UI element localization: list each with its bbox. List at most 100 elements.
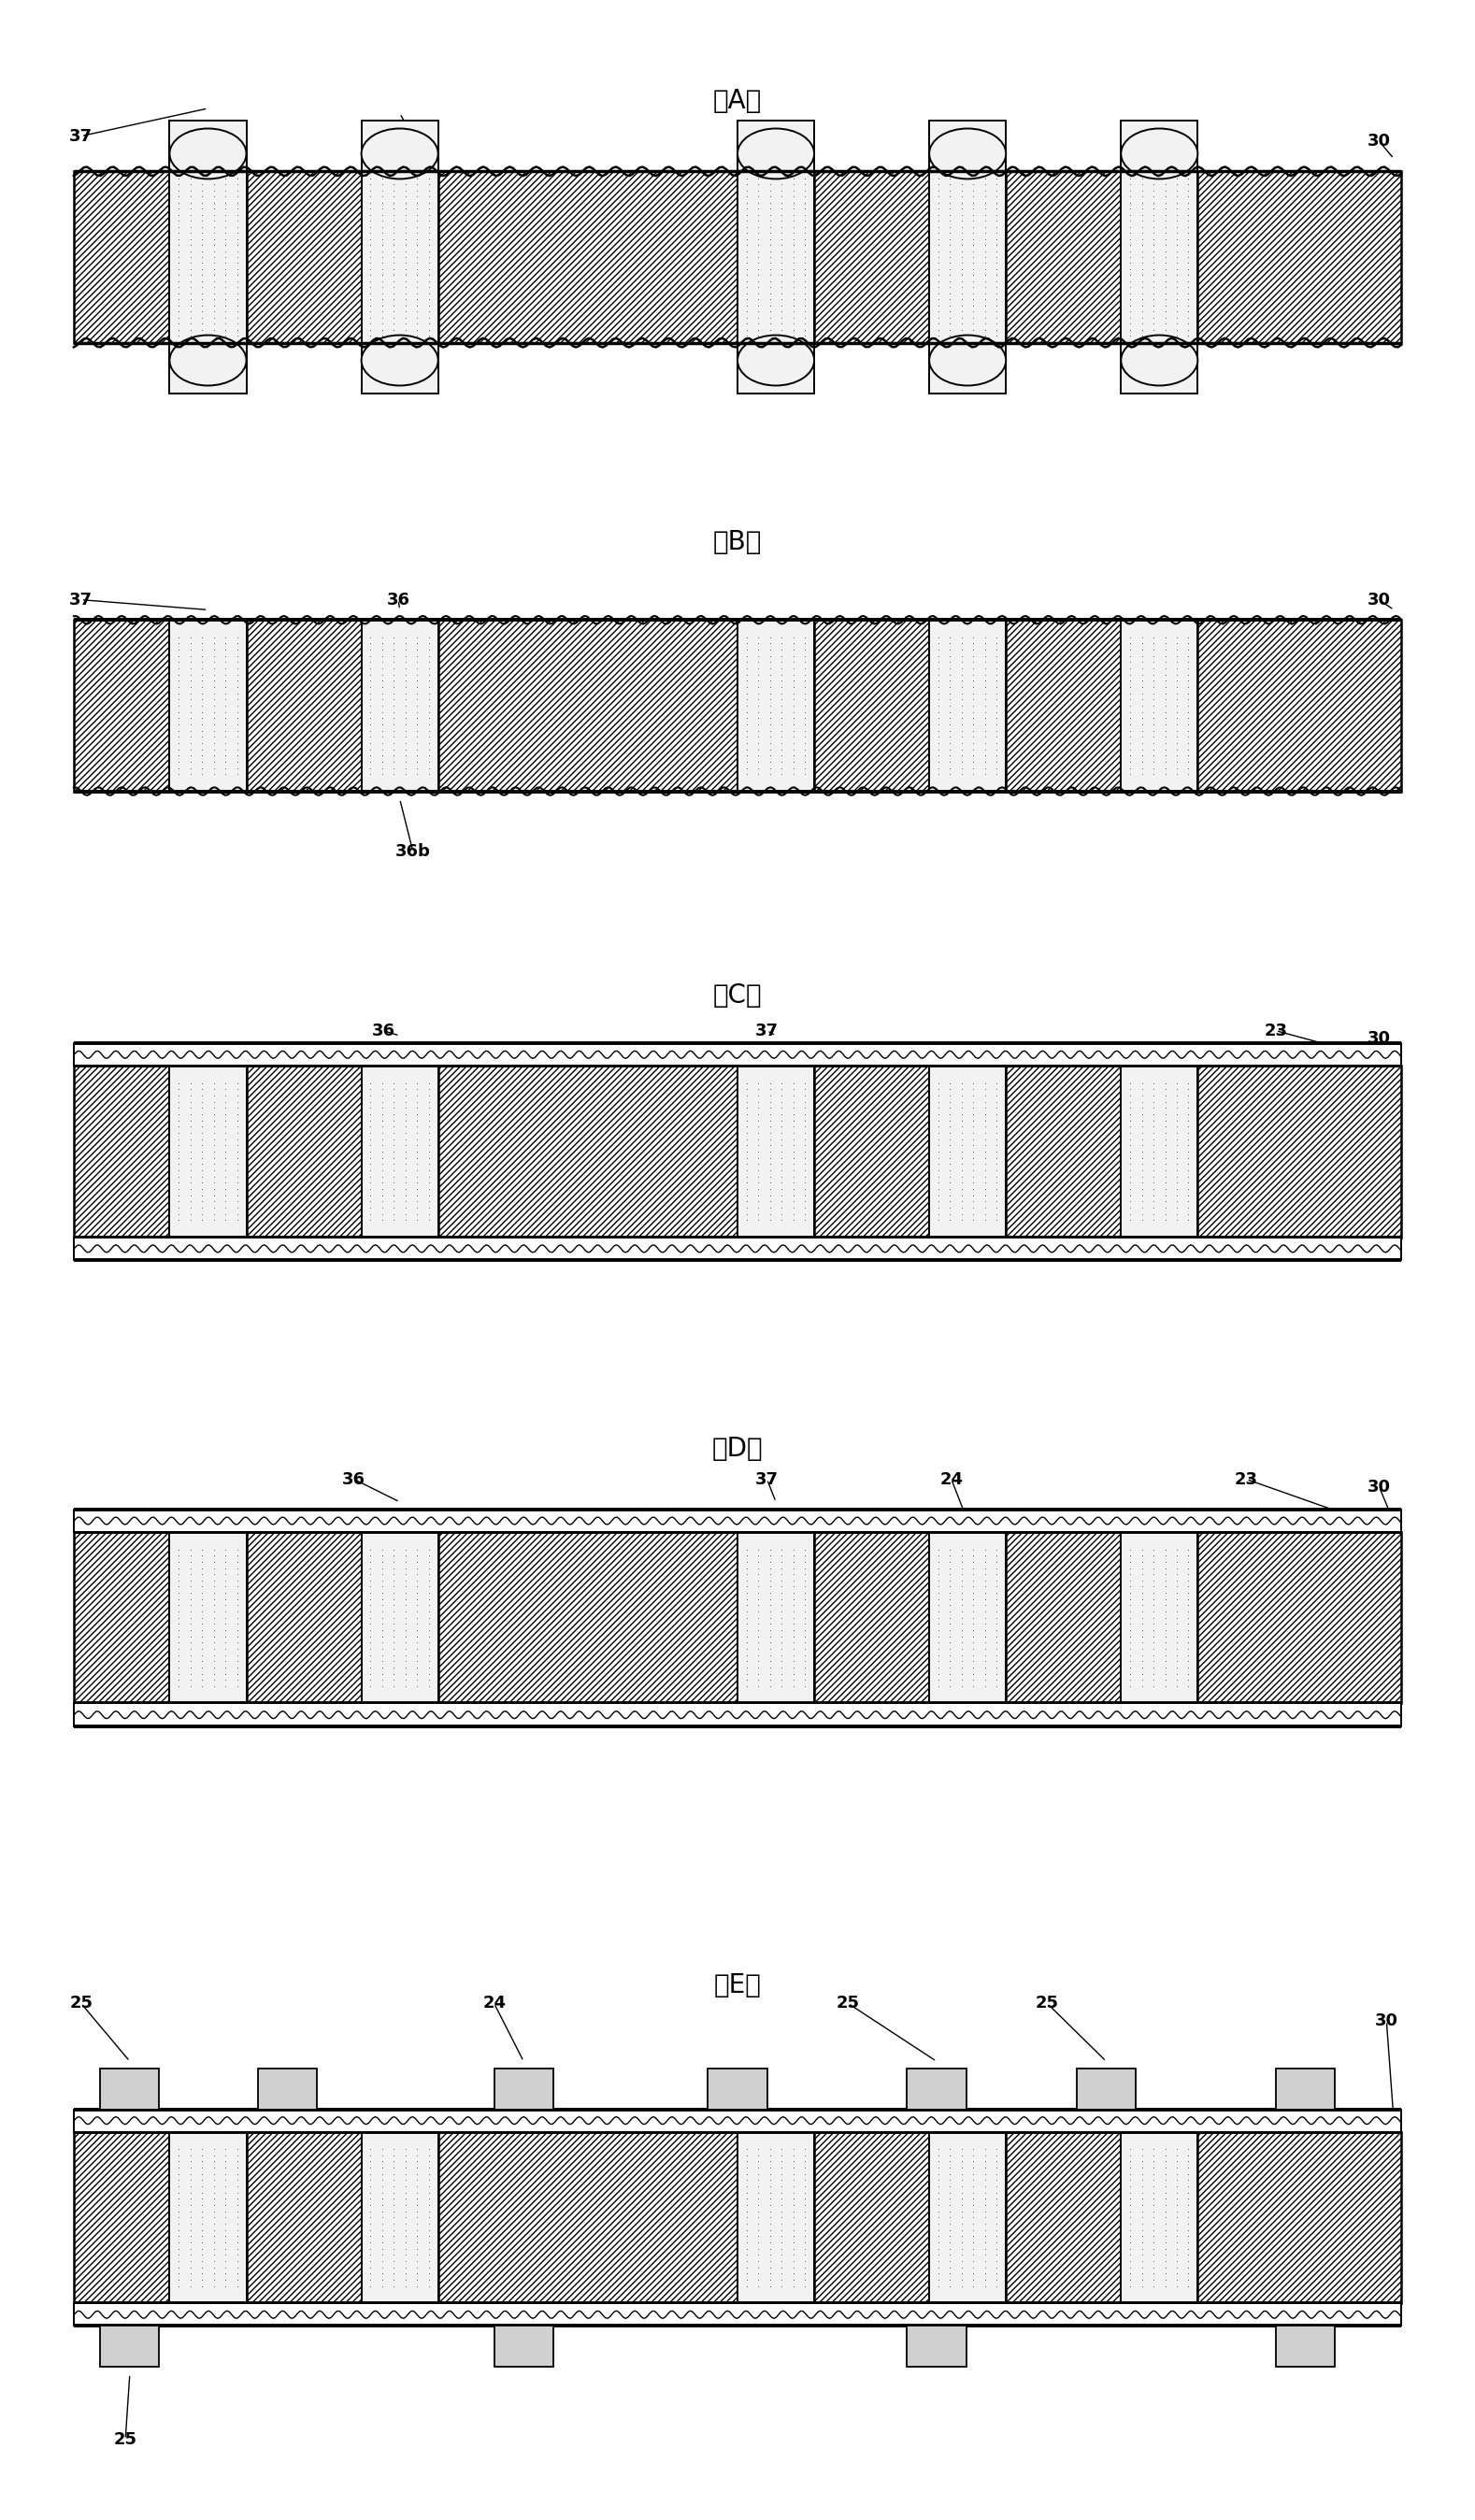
- Text: 25: 25: [836, 1996, 860, 2011]
- Bar: [1006, 171, 1121, 343]
- Text: 24: 24: [482, 1996, 506, 2011]
- Text: 30: 30: [1375, 2013, 1398, 2029]
- Bar: [494, 2326, 553, 2366]
- Bar: [814, 171, 929, 343]
- Bar: [74, 1237, 1401, 1260]
- Text: 36: 36: [386, 592, 410, 607]
- Ellipse shape: [929, 335, 1006, 386]
- Bar: [814, 1066, 929, 1237]
- Text: 37: 37: [69, 129, 93, 144]
- Bar: [1198, 1532, 1401, 1704]
- Bar: [170, 121, 246, 393]
- Bar: [170, 620, 246, 791]
- Text: （E）: （E）: [714, 1973, 761, 1998]
- Bar: [738, 2132, 814, 2303]
- Text: 30: 30: [1367, 1479, 1391, 1494]
- Bar: [246, 1066, 361, 1237]
- Text: 30: 30: [1367, 592, 1391, 607]
- Text: （C）: （C）: [712, 983, 763, 1008]
- Bar: [170, 1532, 246, 1704]
- Bar: [1121, 2132, 1198, 2303]
- Bar: [1121, 1532, 1198, 1704]
- Bar: [361, 620, 438, 791]
- Bar: [438, 2132, 738, 2303]
- Ellipse shape: [361, 335, 438, 386]
- Bar: [170, 2132, 246, 2303]
- Bar: [907, 2069, 966, 2109]
- Bar: [74, 1532, 170, 1704]
- Bar: [438, 1066, 738, 1237]
- Bar: [246, 171, 361, 343]
- Text: 23: 23: [1264, 1023, 1288, 1038]
- Bar: [1006, 620, 1121, 791]
- Bar: [1006, 1066, 1121, 1237]
- Bar: [907, 2326, 966, 2366]
- Bar: [708, 2069, 767, 2109]
- Bar: [929, 620, 1006, 791]
- Bar: [170, 1066, 246, 1237]
- Ellipse shape: [170, 335, 246, 386]
- Text: （B）: （B）: [712, 529, 763, 554]
- Ellipse shape: [929, 129, 1006, 179]
- Ellipse shape: [738, 129, 814, 179]
- Text: 24: 24: [940, 1472, 963, 1487]
- Bar: [74, 1704, 1401, 1726]
- Bar: [246, 2132, 361, 2303]
- Bar: [1077, 2069, 1136, 2109]
- Text: 25: 25: [1035, 1996, 1059, 2011]
- Bar: [74, 1509, 1401, 1532]
- Text: 30: 30: [1367, 1031, 1391, 1046]
- Bar: [74, 620, 170, 791]
- Bar: [100, 2326, 159, 2366]
- Text: 36b: 36b: [395, 844, 431, 859]
- Bar: [438, 1532, 738, 1704]
- Bar: [738, 620, 814, 791]
- Bar: [361, 1066, 438, 1237]
- Text: 37: 37: [755, 1472, 779, 1487]
- Bar: [929, 1066, 1006, 1237]
- Text: （D）: （D）: [712, 1436, 763, 1462]
- Bar: [1121, 1066, 1198, 1237]
- Text: 30: 30: [1367, 134, 1391, 149]
- Bar: [494, 2069, 553, 2109]
- Bar: [814, 1532, 929, 1704]
- Bar: [1121, 620, 1198, 791]
- Bar: [1006, 1532, 1121, 1704]
- Ellipse shape: [1121, 335, 1198, 386]
- Text: 36: 36: [372, 1023, 395, 1038]
- Bar: [74, 2132, 170, 2303]
- Bar: [1198, 1066, 1401, 1237]
- Ellipse shape: [170, 129, 246, 179]
- Bar: [438, 171, 738, 343]
- Bar: [738, 1066, 814, 1237]
- Bar: [246, 620, 361, 791]
- Bar: [1121, 121, 1198, 393]
- Bar: [246, 1532, 361, 1704]
- Bar: [74, 2303, 1401, 2326]
- Ellipse shape: [738, 335, 814, 386]
- Text: 37: 37: [69, 592, 93, 607]
- Bar: [738, 1532, 814, 1704]
- Bar: [361, 121, 438, 393]
- Bar: [738, 121, 814, 393]
- Text: 25: 25: [69, 1996, 93, 2011]
- Ellipse shape: [1121, 129, 1198, 179]
- Bar: [814, 620, 929, 791]
- Bar: [929, 1532, 1006, 1704]
- Text: 23: 23: [1235, 1472, 1258, 1487]
- Bar: [361, 2132, 438, 2303]
- Bar: [361, 1532, 438, 1704]
- Bar: [1198, 620, 1401, 791]
- Bar: [929, 2132, 1006, 2303]
- Ellipse shape: [361, 129, 438, 179]
- Text: （A）: （A）: [712, 88, 763, 113]
- Bar: [814, 2132, 929, 2303]
- Bar: [100, 2069, 159, 2109]
- Bar: [1276, 2069, 1335, 2109]
- Bar: [74, 1043, 1401, 1066]
- Bar: [1198, 171, 1401, 343]
- Bar: [1006, 2132, 1121, 2303]
- Bar: [74, 1066, 170, 1237]
- Bar: [258, 2069, 317, 2109]
- Bar: [438, 620, 738, 791]
